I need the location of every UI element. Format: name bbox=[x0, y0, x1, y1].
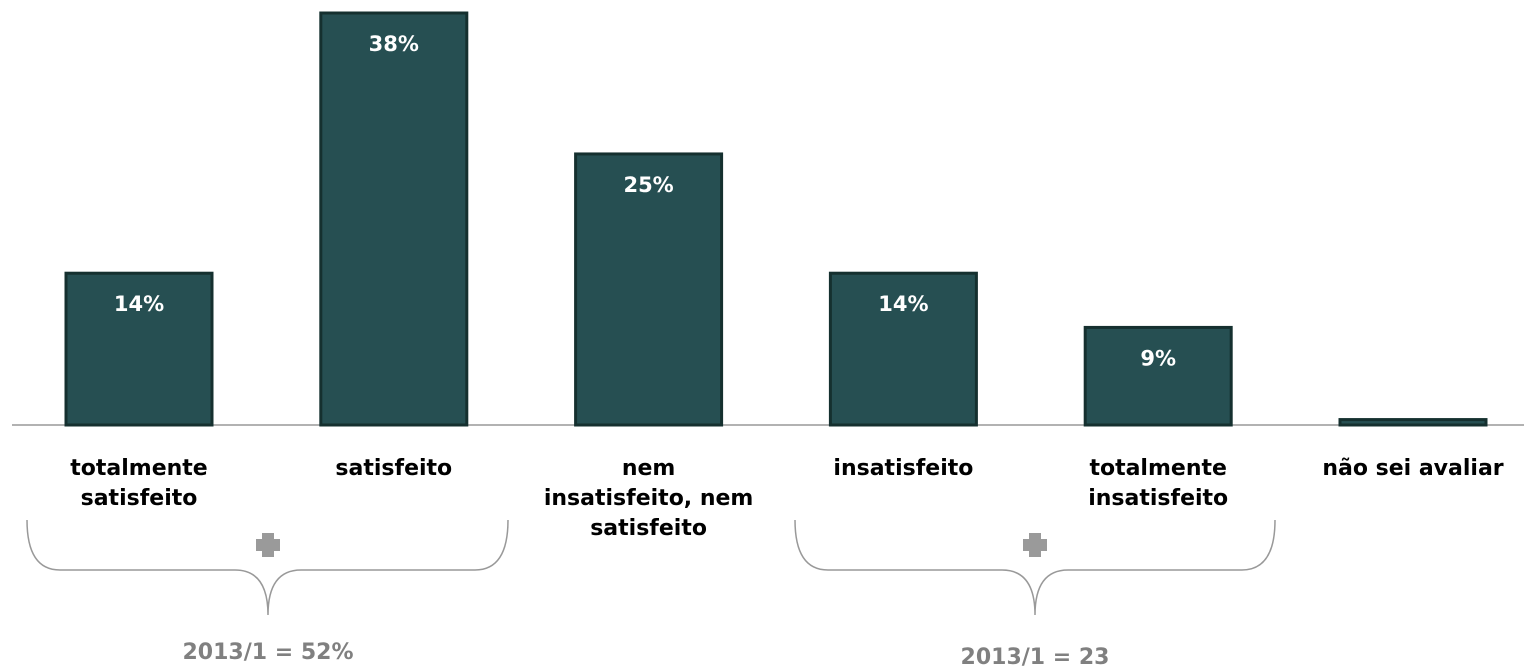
bar bbox=[574, 152, 724, 427]
x-tick-label: nem insatisfeito, nem satisfeito bbox=[543, 456, 754, 541]
bar bbox=[319, 11, 469, 427]
annotation: 2013/1 = 23 bbox=[960, 645, 1110, 670]
x-tick-label: insatisfeito bbox=[833, 456, 974, 481]
brace bbox=[26, 519, 509, 616]
bar bbox=[1338, 418, 1488, 427]
annotation: 2013/1 = 52% bbox=[182, 640, 354, 665]
brace bbox=[794, 519, 1276, 616]
x-tick-label: satisfeito bbox=[335, 456, 453, 481]
bar bbox=[828, 271, 978, 427]
value-label: 14% bbox=[878, 292, 928, 316]
x-tick-label: não sei avaliar bbox=[1322, 456, 1504, 481]
plus-icon bbox=[256, 533, 280, 557]
value-label: 14% bbox=[114, 292, 164, 316]
x-tick-label: totalmente satisfeito bbox=[70, 456, 208, 511]
plus-icon bbox=[1023, 533, 1047, 557]
x-tick-label: totalmente insatisfeito bbox=[1088, 456, 1229, 511]
value-label: 25% bbox=[623, 173, 673, 197]
bar bbox=[64, 271, 214, 427]
value-label: 38% bbox=[369, 32, 419, 56]
value-label: 9% bbox=[1140, 346, 1176, 370]
bar bbox=[1083, 325, 1233, 427]
